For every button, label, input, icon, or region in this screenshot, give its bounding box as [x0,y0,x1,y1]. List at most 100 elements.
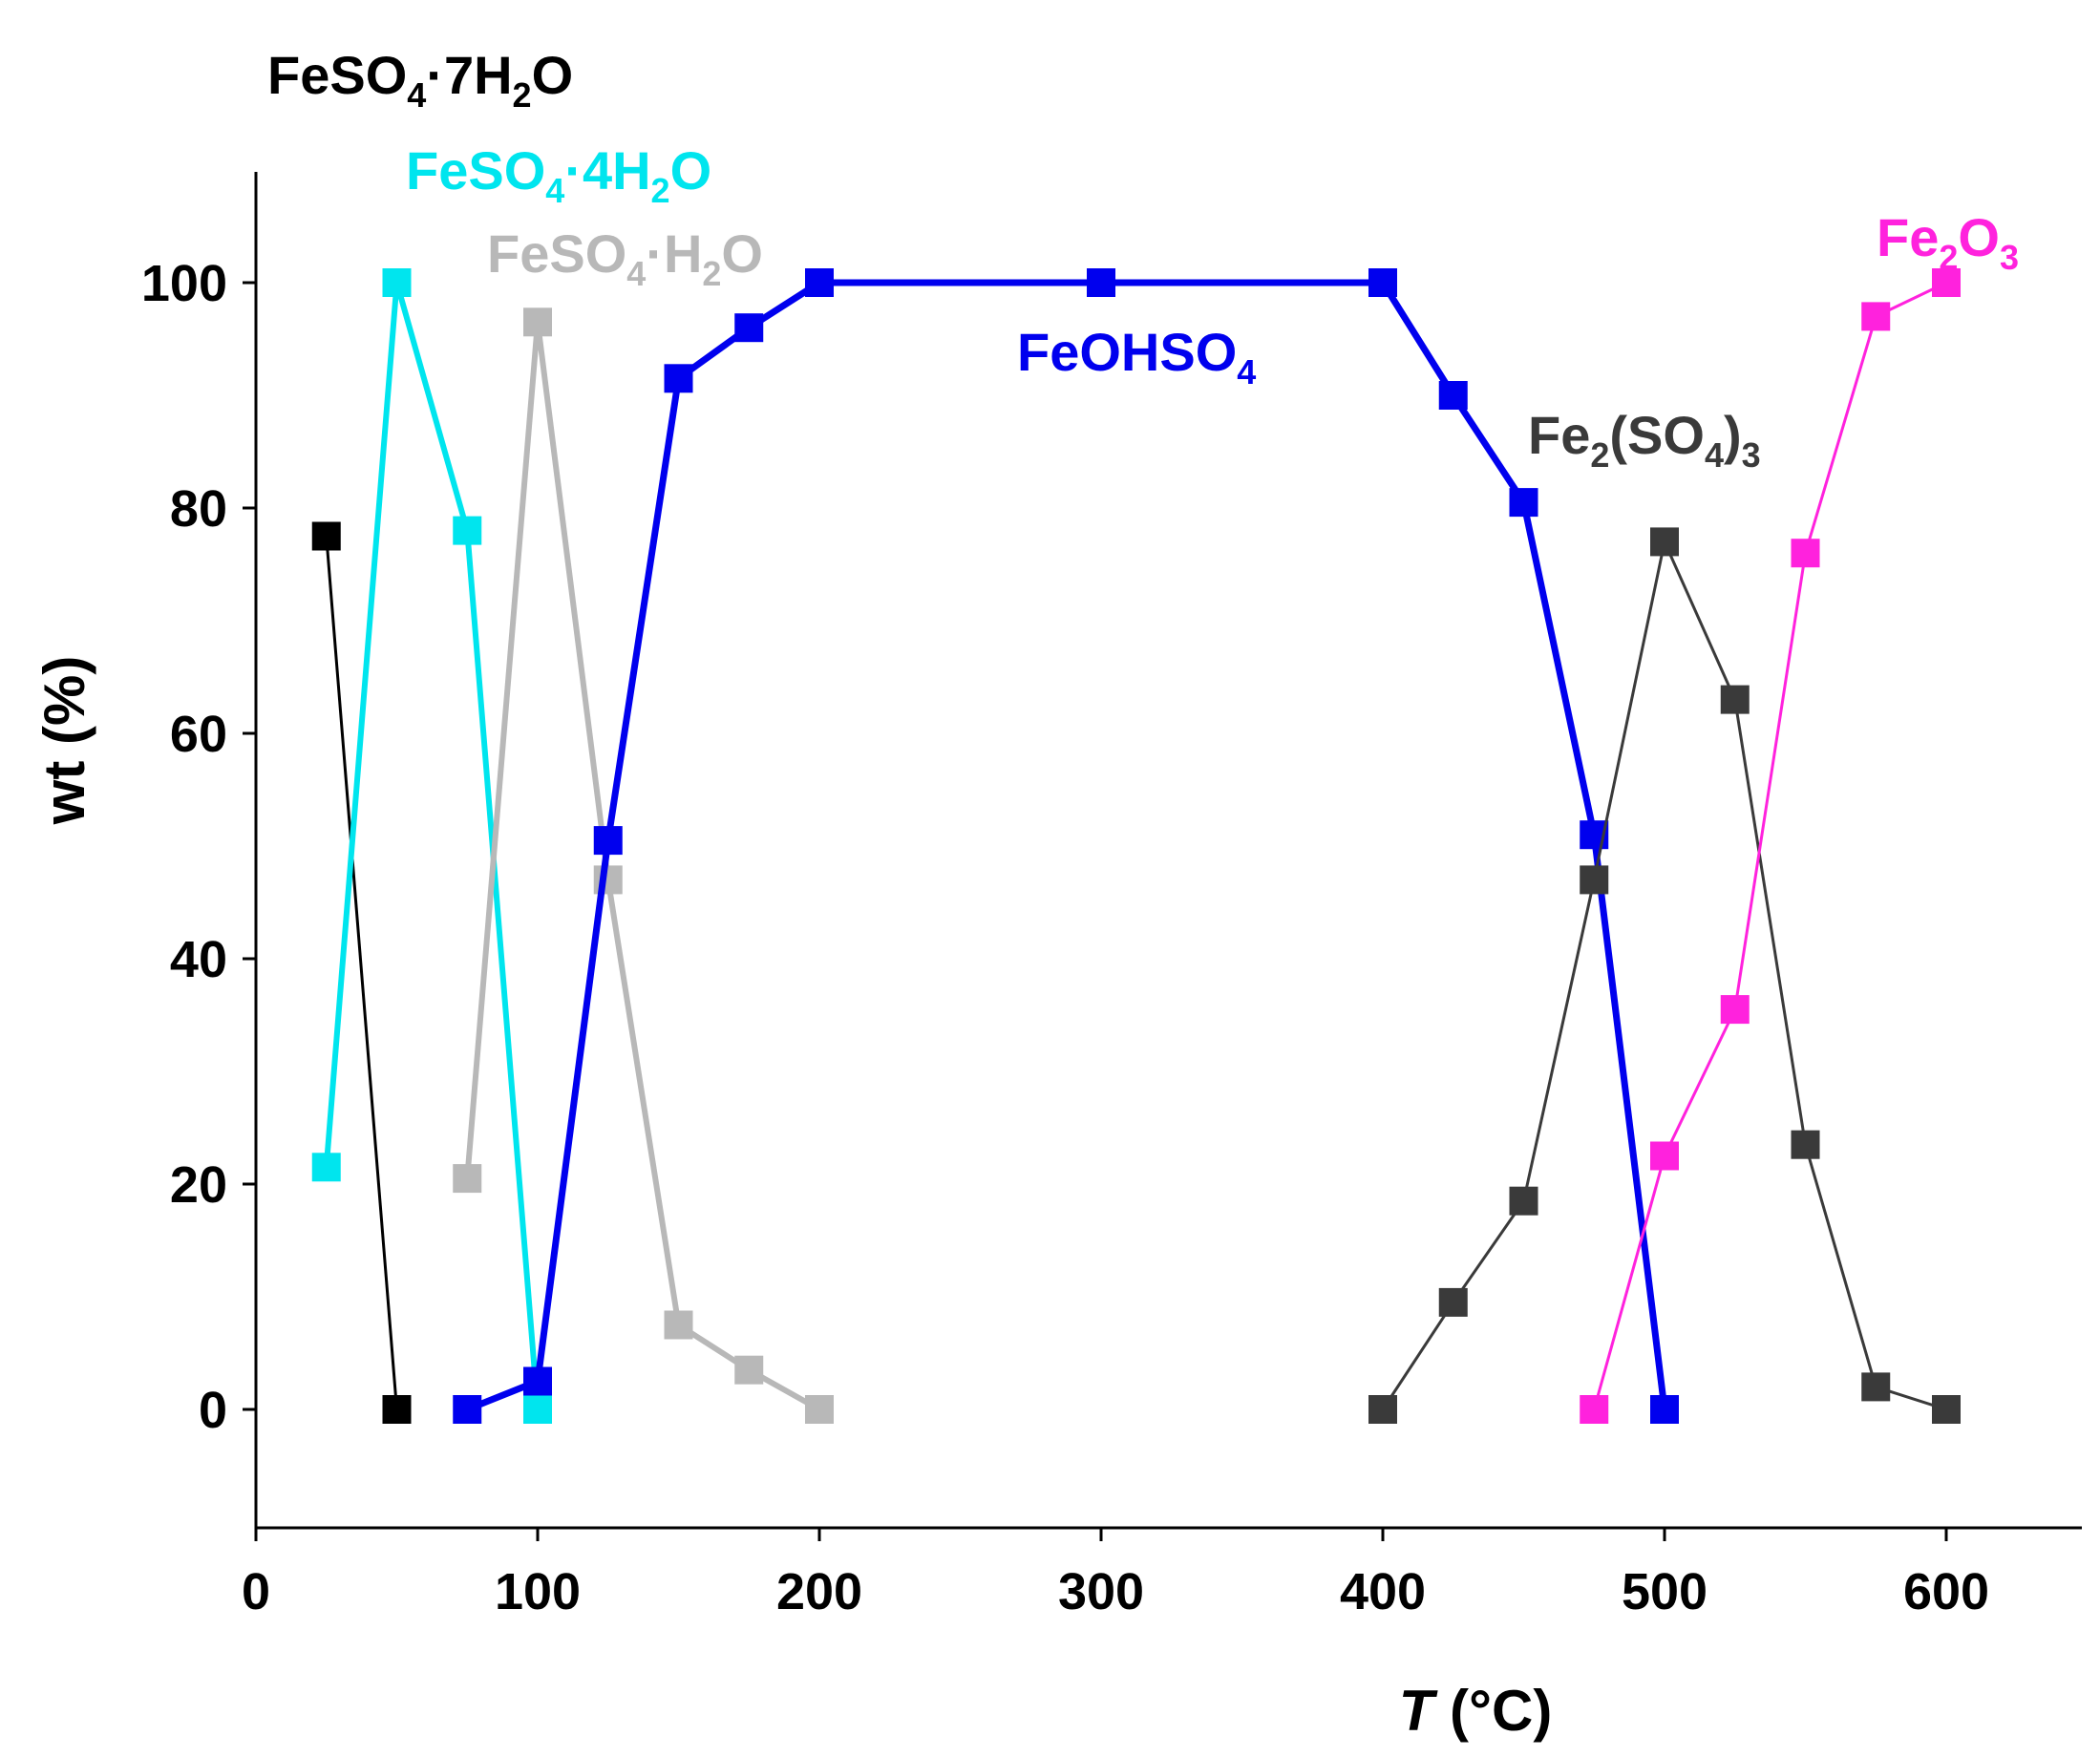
series-label-text: O [670,140,712,201]
series-label: FeSO4·4H2O [406,140,711,210]
data-point [1791,1130,1820,1159]
data-point [523,1366,552,1396]
data-point [1509,488,1538,518]
data-point [1438,381,1468,410]
data-point [1368,1395,1397,1424]
series-label-text: O [1958,207,2000,267]
series-label-subscript: 2 [1939,238,1958,277]
x-axis-symbol: T [1399,1679,1438,1743]
series-label-text: Fe [1528,405,1590,465]
axes [254,172,2082,1530]
series-label-subscript: 4 [545,171,564,210]
y-tick-label: 100 [141,255,227,312]
data-point [1438,1287,1468,1317]
x-axis-unit: (°C) [1433,1679,1552,1743]
series-1 [311,268,552,1424]
x-tick-label: 100 [495,1563,581,1620]
series-label-text: ) [1724,405,1742,465]
series-label-text: ·4H [564,140,650,201]
data-point [593,865,623,895]
data-point [1932,268,1961,297]
series-label-text: FeSO [406,140,545,201]
data-point [1861,302,1891,331]
data-point [453,516,482,545]
series-line [465,279,1668,1413]
series-label: FeSO4·H2O [487,223,763,293]
ticks: 0 100 200 300 400 500 600 0 20 40 60 80 100 [141,255,1989,1620]
series-label-subscript: 2 [1590,435,1609,475]
data-point [1650,1395,1679,1424]
data-point [523,1395,552,1424]
data-point [382,1395,412,1424]
series-label: Fe2O3 [1877,207,2019,277]
data-point [453,1395,482,1424]
data-point [1650,527,1679,557]
series-label-subscript: 4 [1237,352,1256,392]
series-label-subscript: 2 [651,171,670,210]
x-axis-title: T (°C) [1399,1679,1553,1743]
series-label-text: O [532,45,574,105]
data-point [311,521,341,551]
data-point [734,1355,764,1385]
series-2 [453,307,834,1424]
data-point [734,313,764,343]
series-label-subscript: 3 [2000,238,2019,277]
series-label-text: FeSO [487,223,626,284]
data-point [805,1395,834,1424]
series-label-text: ·H [646,223,702,284]
series-label-subscript: 4 [626,254,646,293]
data-point [805,268,834,297]
series-label-text: Fe [1877,207,1939,267]
data-point [1650,1141,1679,1171]
y-tick-label: 0 [199,1382,227,1439]
y-tick-label: 60 [170,706,227,763]
series-5 [1580,268,1961,1424]
data-point [382,268,412,297]
x-tick-label: 200 [776,1563,862,1620]
data-point [1087,268,1115,297]
series-label-subscript: 2 [702,254,721,293]
data-point [1932,1395,1961,1424]
series-label: FeOHSO4 [1017,322,1256,392]
data-point [1580,1395,1609,1424]
series-label: Fe2(SO4)3 [1528,405,1761,475]
series-label-text: O [721,223,763,284]
y-tick-label: 80 [170,480,227,538]
data-point [1509,1186,1538,1216]
data-point [664,364,693,393]
data-point [453,1164,482,1194]
x-tick-label: 600 [1903,1563,1989,1620]
x-tick-label: 400 [1340,1563,1426,1620]
x-tick-label: 300 [1058,1563,1144,1620]
series-label-text: ·7H [426,45,512,105]
data-point [523,307,552,337]
data-point [1368,268,1397,297]
data-point [1580,865,1609,895]
data-point [1720,995,1750,1025]
series-line [464,319,821,1412]
series-line [325,536,398,1410]
x-tick-label: 0 [242,1563,270,1620]
series-label-text: FeSO [267,45,407,105]
data-point [1861,1372,1891,1402]
series-0 [311,521,412,1424]
data-point [1791,539,1820,568]
series-line [323,280,541,1410]
series-label-subscript: 4 [1705,435,1724,475]
data-point [311,1153,341,1182]
data-point [593,826,623,856]
series-labels: FeSO4·7H2OFeSO4·4H2OFeSO4·H2OFeOHSO4Fe2(… [267,45,2019,475]
data-point [1720,685,1750,714]
y-axis-title: wt (%) [32,656,96,826]
y-tick-label: 40 [170,931,227,988]
series-line [1381,540,1947,1411]
series-label-subscript: 2 [513,75,532,115]
series-label-text: (SO [1609,405,1705,465]
series-label: FeSO4·7H2O [267,45,573,115]
series-layer [311,268,1961,1424]
series-label-text: FeOHSO [1017,322,1237,382]
series-3 [453,268,1679,1424]
series-label-subscript: 4 [407,75,426,115]
x-tick-label: 500 [1622,1563,1708,1620]
